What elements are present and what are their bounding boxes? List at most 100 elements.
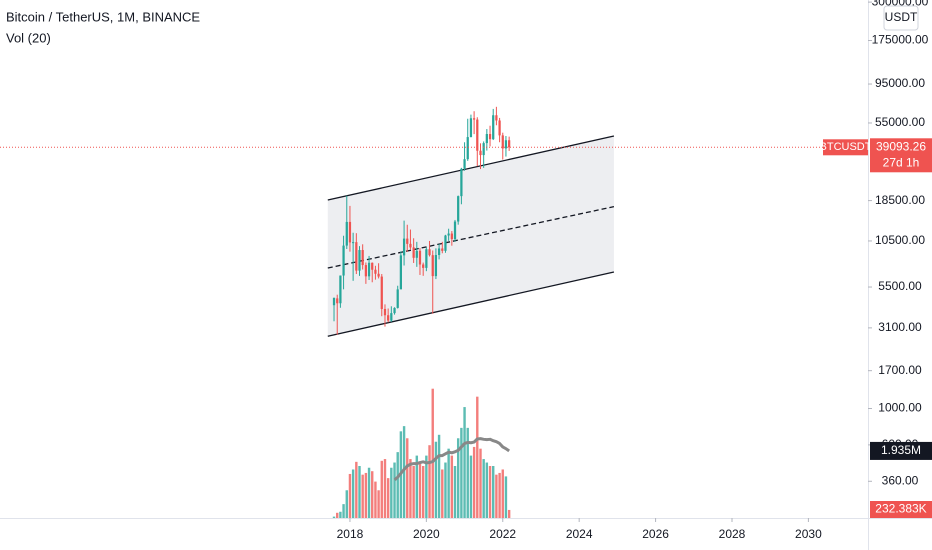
volume-bar bbox=[371, 471, 374, 518]
volume-bar bbox=[361, 474, 364, 518]
candle-body bbox=[504, 140, 508, 149]
candle-body bbox=[332, 297, 336, 306]
volume-bar bbox=[476, 396, 479, 518]
y-tick-label: 360.00 bbox=[882, 473, 919, 487]
candle-body bbox=[457, 196, 460, 222]
candle-body bbox=[367, 262, 371, 277]
volume-bar bbox=[495, 474, 498, 518]
volume-bar bbox=[367, 467, 371, 518]
candle-body bbox=[336, 298, 339, 304]
candle-body bbox=[383, 308, 387, 316]
candle-body bbox=[476, 119, 479, 151]
volume-bar bbox=[415, 455, 419, 518]
volume-bar bbox=[450, 455, 454, 518]
volume-ma-tag bbox=[870, 441, 932, 460]
candle-body bbox=[390, 313, 393, 321]
volume-bar bbox=[492, 466, 495, 518]
volume-bar bbox=[390, 467, 393, 518]
volume-bar bbox=[463, 407, 466, 518]
volume-bar bbox=[479, 448, 482, 518]
candle-body bbox=[418, 250, 422, 265]
candle-body bbox=[498, 120, 501, 136]
y-tick-label: 5500.00 bbox=[878, 279, 922, 293]
volume-bar bbox=[342, 504, 345, 518]
candle-body bbox=[364, 265, 368, 277]
candle-body bbox=[485, 134, 488, 144]
candle-body bbox=[351, 242, 355, 244]
candle-body bbox=[355, 242, 358, 271]
volume-bar bbox=[393, 462, 396, 518]
volume-bar bbox=[482, 459, 485, 518]
candle-body bbox=[358, 250, 361, 271]
candle-body bbox=[402, 238, 406, 256]
candle-body bbox=[415, 250, 418, 258]
volume-bar bbox=[453, 466, 457, 518]
candle-body bbox=[463, 159, 466, 169]
volume-bar bbox=[336, 512, 339, 518]
volume-bar bbox=[418, 462, 422, 518]
x-tick-label: 2024 bbox=[566, 527, 593, 541]
x-tick-label: 2022 bbox=[489, 527, 516, 541]
volume-tag-label: 232.383K bbox=[875, 502, 926, 516]
volume-bar bbox=[466, 427, 469, 518]
volume-bar bbox=[447, 448, 450, 518]
volume-bar bbox=[412, 466, 415, 518]
candle-body bbox=[447, 233, 450, 236]
candle-body bbox=[479, 150, 482, 156]
volume-bar bbox=[396, 452, 399, 518]
candle-body bbox=[377, 273, 380, 277]
x-tick-label: 2028 bbox=[719, 527, 746, 541]
volume-ma-line bbox=[393, 437, 511, 481]
y-tick-label: 1700.00 bbox=[878, 363, 922, 377]
volume-bar bbox=[406, 438, 409, 518]
candle-body bbox=[342, 245, 345, 276]
candle-body bbox=[393, 307, 396, 314]
volume-bar bbox=[345, 490, 348, 518]
candle-body bbox=[482, 143, 485, 156]
volume-bar bbox=[501, 469, 504, 518]
volume-bar bbox=[402, 426, 406, 518]
y-tick-label: 1000.00 bbox=[878, 401, 922, 415]
candle-body bbox=[428, 249, 431, 256]
x-tick-label: 2026 bbox=[642, 527, 669, 541]
volume-bar bbox=[421, 466, 425, 518]
candle-body bbox=[361, 250, 364, 266]
candle-body bbox=[501, 135, 504, 149]
candle-body bbox=[437, 248, 441, 256]
candle-body bbox=[422, 264, 425, 268]
volume-bar bbox=[460, 427, 463, 518]
volume-bar bbox=[441, 469, 444, 518]
y-tick-label: 18500.00 bbox=[875, 193, 925, 207]
channel-upper bbox=[327, 135, 615, 201]
volume-bar bbox=[358, 466, 361, 518]
x-tick-label: 2030 bbox=[795, 527, 822, 541]
volume-bar bbox=[469, 455, 473, 518]
y-tick-label: 175000.00 bbox=[872, 33, 929, 47]
x-tick-label: 2018 bbox=[337, 527, 364, 541]
candle-body bbox=[345, 221, 348, 246]
volume-bar bbox=[472, 446, 476, 518]
candle-body bbox=[495, 115, 498, 121]
volume-bar bbox=[434, 441, 438, 518]
volume-bar bbox=[437, 434, 441, 518]
channel-fill bbox=[327, 136, 614, 337]
channel-middle bbox=[327, 205, 615, 269]
volume-bar bbox=[485, 462, 489, 518]
candle-body bbox=[412, 247, 415, 258]
candle-body bbox=[396, 289, 399, 308]
y-tick-label: 10500.00 bbox=[875, 233, 925, 247]
candle-body bbox=[387, 315, 390, 321]
volume-ma-tag-label: 1.935M bbox=[881, 443, 921, 457]
symbol-tag-label: BTCUSDT bbox=[820, 141, 872, 153]
volume-bar bbox=[380, 460, 383, 518]
y-tick-label: 55000.00 bbox=[875, 115, 925, 129]
candle-body bbox=[406, 238, 409, 244]
volume-title: Vol (20) bbox=[6, 30, 51, 45]
candle-body bbox=[441, 248, 444, 251]
volume-bar bbox=[386, 478, 390, 518]
candle-body bbox=[488, 134, 492, 140]
currency-label: USDT bbox=[885, 10, 918, 24]
plot bbox=[0, 106, 868, 518]
